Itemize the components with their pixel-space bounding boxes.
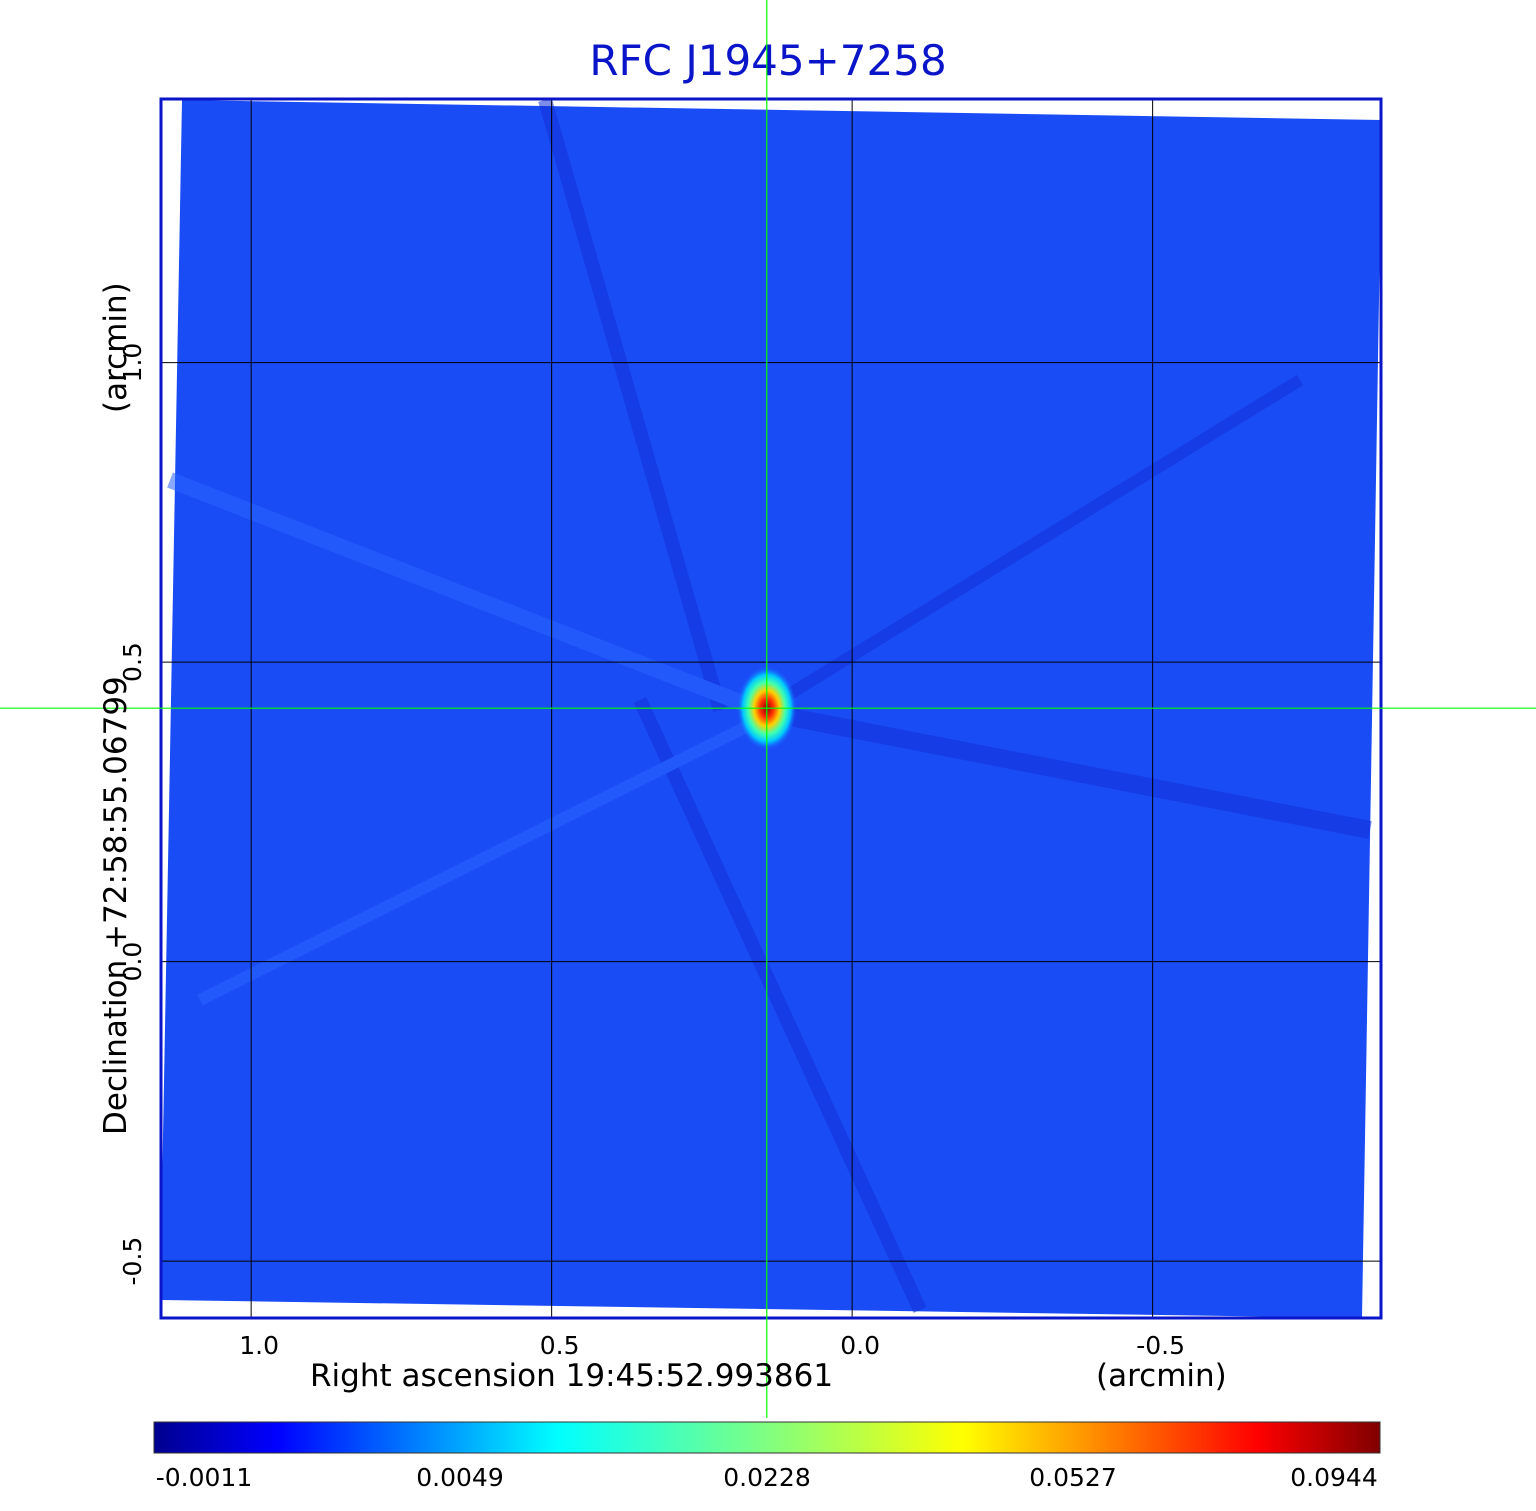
y-tick-label: 0.0 — [118, 942, 147, 982]
colorbar-tick-label: 0.0049 — [416, 1463, 503, 1492]
colorbar-tick-label: -0.0011 — [156, 1463, 253, 1492]
x-axis-label: Right ascension 19:45:52.993861 — [310, 1358, 834, 1394]
y-tick-label: -0.5 — [118, 1237, 147, 1286]
x-tick-label: 0.0 — [840, 1331, 880, 1360]
colorbar-tick-label: 0.0944 — [1290, 1463, 1377, 1492]
x-axis-unit: (arcmin) — [1096, 1358, 1227, 1394]
y-axis-unit: (arcmin) — [98, 282, 134, 413]
x-tick-label: -0.5 — [1136, 1331, 1185, 1360]
x-tick-labels: 1.0 0.5 0.0 -0.5 — [239, 1331, 1185, 1360]
colorbar-tick-label: 0.0527 — [1029, 1463, 1116, 1492]
colorbar — [153, 1421, 1381, 1454]
y-tick-label: 1.0 — [118, 343, 147, 383]
x-tick-label: 0.5 — [540, 1331, 580, 1360]
y-tick-label: 0.5 — [118, 642, 147, 682]
y-tick-labels: 1.0 0.5 0.0 -0.5 — [118, 343, 147, 1286]
colorbar-tick-labels: -0.0011 0.0049 0.0228 0.0527 0.0944 — [156, 1463, 1378, 1492]
colorbar-tick-label: 0.0228 — [723, 1463, 810, 1492]
chart-title: RFC J1945+7258 — [589, 36, 947, 85]
image-layer — [161, 99, 1381, 1318]
x-tick-label: 1.0 — [239, 1331, 279, 1360]
y-axis-label: Declination +72:58:55.06799 — [98, 676, 134, 1135]
sidelobe-streaks — [167, 99, 1372, 1313]
